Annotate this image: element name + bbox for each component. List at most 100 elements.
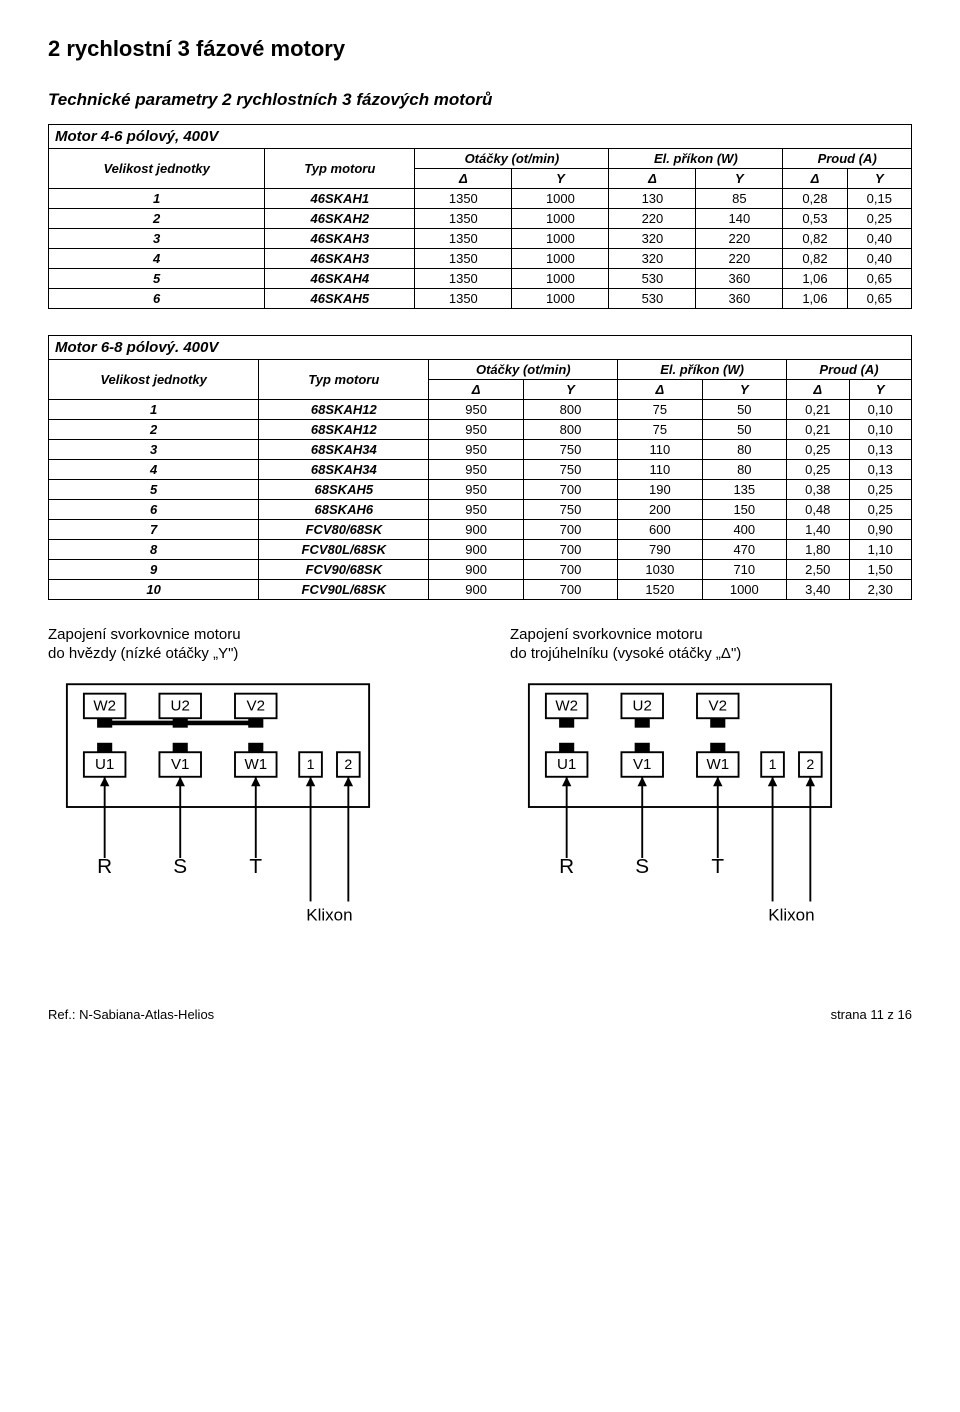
table-row: 8FCV80L/68SK9007007904701,801,10: [49, 540, 912, 560]
table-cell: 5: [49, 269, 265, 289]
table-cell: 110: [618, 440, 702, 460]
t2-h-velikost: Velikost jednotky: [49, 360, 259, 400]
t1-h-d1: Δ: [415, 169, 512, 189]
diagram-right-caption: Zapojení svorkovnice motoru do trojúheln…: [510, 626, 912, 664]
diagram-right: Zapojení svorkovnice motoru do trojúheln…: [510, 626, 912, 947]
table-cell: 9: [49, 560, 259, 580]
table-cell: 320: [609, 229, 696, 249]
t2-h-d3: Δ: [787, 380, 849, 400]
table-cell: 750: [523, 500, 617, 520]
svg-text:T: T: [711, 855, 724, 878]
table-cell: 950: [429, 500, 523, 520]
table-cell: 750: [523, 440, 617, 460]
table-cell: 360: [696, 269, 783, 289]
table-cell: 0,65: [847, 269, 911, 289]
table-cell: 1,10: [849, 540, 912, 560]
table-cell: 790: [618, 540, 702, 560]
table-cell: 200: [618, 500, 702, 520]
table-cell: 0,25: [847, 209, 911, 229]
table-cell: 0,21: [787, 420, 849, 440]
table-cell: 0,15: [847, 189, 911, 209]
table-cell: 1,40: [787, 520, 849, 540]
table-cell: 0,82: [783, 229, 847, 249]
table-1-title: Motor 4-6 pólový, 400V: [48, 124, 912, 148]
table-cell: 700: [523, 540, 617, 560]
footer-prefix: strana: [831, 1007, 871, 1022]
table-cell: 700: [523, 560, 617, 580]
table-cell: 46SKAH2: [265, 209, 415, 229]
table-cell: 2,30: [849, 580, 912, 600]
table-cell: 0,25: [849, 500, 912, 520]
table-cell: 2,50: [787, 560, 849, 580]
table-cell: 0,10: [849, 400, 912, 420]
svg-text:S: S: [635, 855, 649, 878]
table-cell: 0,40: [847, 229, 911, 249]
table-cell: 1000: [512, 189, 609, 209]
table-cell: 1,80: [787, 540, 849, 560]
table-cell: 1000: [512, 289, 609, 309]
t2-h-otacky: Otáčky (ot/min): [429, 360, 618, 380]
table-cell: 0,38: [787, 480, 849, 500]
t2-h-proud: Proud (A): [787, 360, 912, 380]
table-cell: 0,13: [849, 440, 912, 460]
table-cell: 700: [523, 580, 617, 600]
table-cell: 68SKAH12: [259, 400, 429, 420]
svg-text:R: R: [559, 855, 574, 878]
table-cell: 130: [609, 189, 696, 209]
table-cell: 4: [49, 460, 259, 480]
svg-text:1: 1: [307, 757, 315, 773]
table-cell: 1,50: [849, 560, 912, 580]
diagram-left-svg: W2U2V2U1V1W112RSTKlixon: [48, 672, 450, 947]
table-cell: 0,48: [787, 500, 849, 520]
table-row: 568SKAH59507001901350,380,25: [49, 480, 912, 500]
table-cell: 1000: [512, 269, 609, 289]
t2-h-d2: Δ: [618, 380, 702, 400]
table-cell: 46SKAH3: [265, 249, 415, 269]
table-cell: FCV90/68SK: [259, 560, 429, 580]
table-cell: 1350: [415, 229, 512, 249]
table-cell: 110: [618, 460, 702, 480]
table-cell: 1: [49, 400, 259, 420]
table-row: 9FCV90/68SK90070010307102,501,50: [49, 560, 912, 580]
table-cell: 3: [49, 440, 259, 460]
t1-h-velikost: Velikost jednotky: [49, 149, 265, 189]
table-cell: 8: [49, 540, 259, 560]
table-cell: 0,13: [849, 460, 912, 480]
table-row: 446SKAH3135010003202200,820,40: [49, 249, 912, 269]
diagram-left-caption: Zapojení svorkovnice motoru do hvězdy (n…: [48, 626, 450, 664]
svg-text:V2: V2: [709, 697, 727, 714]
table-cell: 600: [618, 520, 702, 540]
svg-text:V2: V2: [247, 697, 265, 714]
t1-h-d2: Δ: [609, 169, 696, 189]
table-cell: 50: [702, 420, 786, 440]
table-cell: 3: [49, 229, 265, 249]
table-row: 10FCV90L/68SK900700152010003,402,30: [49, 580, 912, 600]
page-footer: Ref.: N-Sabiana-Atlas-Helios strana 11 z…: [48, 1007, 912, 1022]
table-cell: 0,65: [847, 289, 911, 309]
table-cell: 80: [702, 440, 786, 460]
table-cell: 85: [696, 189, 783, 209]
diag-right-line1: Zapojení svorkovnice motoru: [510, 626, 703, 643]
footer-left: Ref.: N-Sabiana-Atlas-Helios: [48, 1007, 214, 1022]
table-cell: 1350: [415, 269, 512, 289]
table-cell: 68SKAH5: [259, 480, 429, 500]
table-cell: 0,25: [787, 440, 849, 460]
t1-h-y2: Y: [696, 169, 783, 189]
table-cell: 320: [609, 249, 696, 269]
table-cell: 46SKAH5: [265, 289, 415, 309]
table-cell: 5: [49, 480, 259, 500]
table-1-grid: Velikost jednotky Typ motoru Otáčky (ot/…: [48, 148, 912, 309]
diag-left-line1: Zapojení svorkovnice motoru: [48, 626, 241, 643]
table-cell: 400: [702, 520, 786, 540]
table-cell: 6: [49, 289, 265, 309]
t2-h-d1: Δ: [429, 380, 523, 400]
t2-h-prikon: El. příkon (W): [618, 360, 787, 380]
table-cell: 1030: [618, 560, 702, 580]
table-cell: 800: [523, 420, 617, 440]
table-row: 346SKAH3135010003202200,820,40: [49, 229, 912, 249]
table-cell: 530: [609, 289, 696, 309]
table-cell: 7: [49, 520, 259, 540]
table-cell: 220: [696, 249, 783, 269]
svg-text:U1: U1: [95, 756, 114, 773]
table-cell: 950: [429, 440, 523, 460]
